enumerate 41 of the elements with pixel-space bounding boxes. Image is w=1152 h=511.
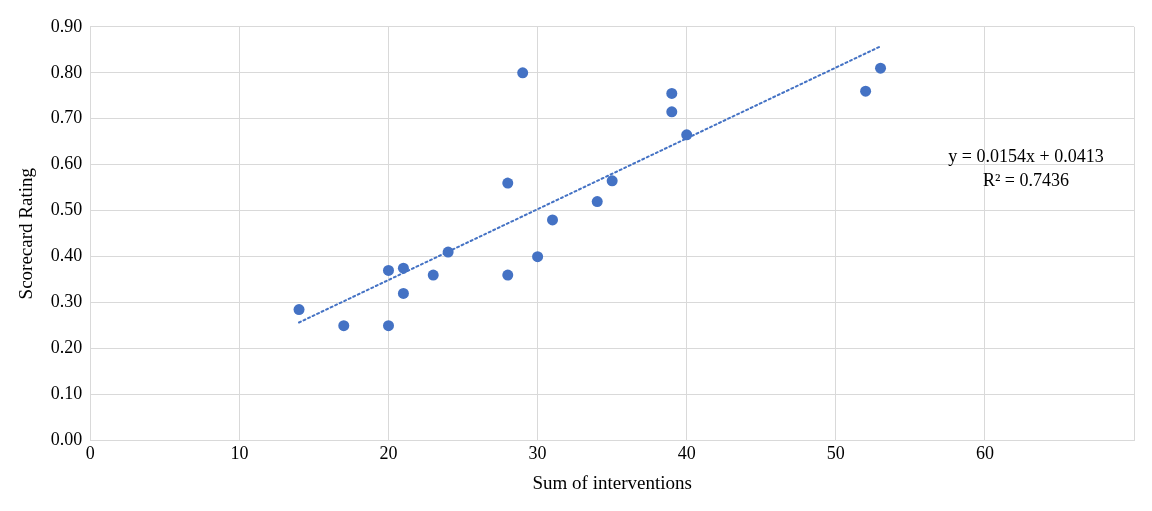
point [383, 264, 394, 276]
point [502, 269, 514, 281]
point [666, 87, 678, 99]
y-tick-label: 0.80 [50, 61, 83, 82]
x-tick-label: 40 [677, 443, 696, 464]
point [666, 106, 678, 118]
x-tick-label: 50 [826, 443, 845, 464]
annotation: y = 0.0154x + 0.0413 [948, 145, 1104, 166]
annotation: R² = 0.7436 [982, 169, 1070, 190]
point [875, 62, 887, 74]
point [293, 304, 305, 316]
point [338, 320, 350, 332]
y-tick-label: 0.90 [50, 15, 83, 36]
point [383, 320, 394, 332]
y-tick-label: 0.40 [50, 245, 83, 266]
y-tick-label: 0.20 [50, 337, 83, 358]
y-tick-label: 0.60 [50, 153, 83, 174]
y-axis-title: Scorecard Rating [15, 167, 37, 300]
x-tick-label: 0 [85, 443, 95, 464]
y-tick-label: 0.30 [50, 291, 83, 312]
y-tick-label: 0.50 [50, 199, 83, 220]
point [397, 262, 409, 274]
point [427, 269, 439, 281]
point [397, 287, 409, 299]
point [681, 129, 693, 141]
x-axis-title: Sum of interventions [532, 471, 692, 493]
point [547, 214, 559, 226]
x-tick-label: 30 [528, 443, 547, 464]
x-tick-label: 10 [230, 443, 249, 464]
y-tick-label: 0.00 [50, 429, 83, 450]
point [502, 177, 514, 189]
x-tick-label: 20 [379, 443, 398, 464]
point [860, 85, 872, 97]
point [532, 251, 544, 263]
point [517, 67, 529, 79]
y-tick-label: 0.10 [50, 383, 83, 404]
point [591, 196, 603, 208]
point [442, 246, 454, 258]
point [606, 175, 618, 187]
x-tick-label: 60 [975, 443, 994, 464]
y-tick-label: 0.70 [50, 107, 83, 128]
